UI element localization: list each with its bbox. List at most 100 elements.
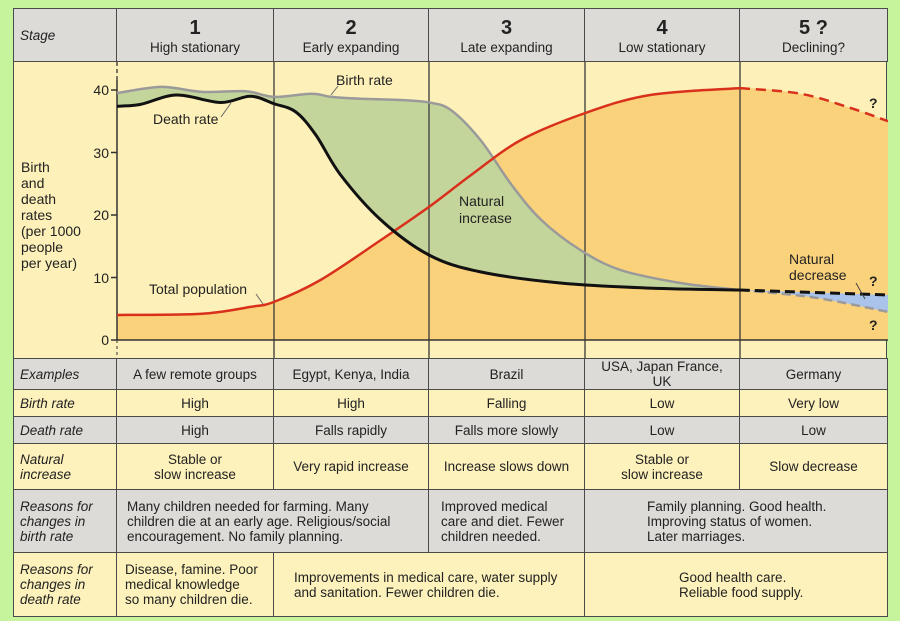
stage-name: Late expanding [460,39,553,55]
cell-line: Improving status of women. [647,513,813,529]
cell-line: Later marriages. [647,528,746,544]
y-axis [111,62,888,358]
cell-line: Many children needed for farming. Many [127,498,369,514]
ylabel-line: Birth [21,159,50,175]
cell-line: Good health care. [679,569,787,585]
label-line: Reasons for [20,498,93,514]
y-tick-label: 0 [101,332,109,348]
natural-increase-label: Natural [459,193,504,209]
y-tick-label: 20 [93,207,109,223]
table-cell: Stable or slow increase [584,443,740,490]
birth-rate-label: Birth rate [336,72,393,88]
table-cell: USA, Japan France, UK [584,358,740,390]
stage-4-header: 4 Low stationary [584,8,740,62]
row-label: Natural increase [13,443,117,490]
stage-5-header: 5 ? Declining? [739,8,888,62]
table-cell: A few remote groups [116,358,274,390]
ylabel-line: death [21,191,56,207]
label-line: Reasons for [20,562,93,577]
label-line: Natural [20,451,64,467]
table-cell: Falling [428,389,585,417]
cell-line: Disease, famine. Poor [125,562,258,577]
natural-decrease-area [740,290,888,312]
stage-2-header: 2 Early expanding [273,8,429,62]
cell-line: children die at an early age. Religious/… [127,513,391,529]
natural-decrease-label: Natural [789,251,834,267]
cell-line: Stable or [167,451,223,467]
row-label: Examples [13,358,117,390]
table-cell: Improvements in medical care, water supp… [273,552,585,617]
cell-line: and sanitation. Fewer children die. [294,584,500,600]
table-cell: Falls more slowly [428,416,585,444]
table-row-reasons-death: Reasons for changes in death rate Disease,… [13,552,888,617]
cell-line: slow increase [154,466,236,482]
table-cell: Family planning. Good health. Improving s… [584,489,888,553]
table-cell: Falls rapidly [273,416,429,444]
stage-label: Stage [13,8,117,62]
table-cell: Slow decrease [739,443,888,490]
cell-line: Improvements in medical care, water supp… [294,569,558,585]
cell-line: slow increase [621,466,703,482]
question-mark: ? [869,273,878,289]
row-label: Reasons for changes in birth rate [13,489,117,553]
stage-header: Stage 1 High stationary 2 Early expanding … [13,8,888,62]
cell-line: Family planning. Good health. [647,498,827,514]
table-cell: Low [584,389,740,417]
cell-line: encouragement. No family planning. [127,528,344,544]
stage-details-table: Examples A few remote groups Egypt, Keny… [13,358,888,617]
ylabel-line: people [21,239,63,255]
table-cell: Stable or slow increase [116,443,274,490]
table-cell: Disease, famine. Poor medical knowledge so… [116,552,274,617]
cell-line: Improved medical [441,498,548,514]
death-rate-line [116,93,741,292]
stage-3-header: 3 Late expanding [428,8,585,62]
ylabel-line: per year) [21,255,77,271]
cell-line: so many children die. [125,592,253,607]
table-cell: Low [739,416,888,444]
row-label: Birth rate [13,389,117,417]
table-row-natural-increase: Natural increase Stable or slow increase V… [13,443,888,490]
table-cell: Many children needed for farming. Many ch… [116,489,429,553]
natural-increase-label: increase [459,210,512,226]
stage-dividers [273,62,741,358]
table-cell: Good health care. Reliable food supply. [584,552,888,617]
label-line: increase [20,466,72,482]
label-line: death rate [20,592,81,607]
death-rate-projection [739,288,889,297]
population-line [116,86,741,317]
table-cell: Germany [739,358,888,390]
stage-name: Low stationary [618,39,706,55]
natural-decrease-label: decrease [789,267,847,283]
death-rate-label: Death rate [153,111,219,127]
cell-line: care and diet. Fewer [441,513,565,529]
table-cell: Very rapid increase [273,443,429,490]
table-cell: High [116,389,274,417]
table-row-reasons-birth: Reasons for changes in birth rate Many chi… [13,489,888,553]
stage-name: High stationary [149,39,241,55]
ylabel-line: (per 1000 [21,223,81,239]
stage-number: 4 [656,16,668,39]
cell-line: Reliable food supply. [679,584,804,600]
birth-rate-line [116,85,741,292]
table-cell: Low [584,416,740,444]
table-row-death-rate: Death rate High Falls rapidly Falls more… [13,416,888,444]
row-label: Reasons for changes in death rate [13,552,117,617]
ylabel-line: rates [21,207,52,223]
table-cell: Very low [739,389,888,417]
stage-name: Early expanding [302,39,400,55]
label-line: changes in [20,577,86,592]
row-label: Death rate [13,416,117,444]
table-cell: Improved medical care and diet. Fewer chil… [428,489,585,553]
stage-name: Declining? [781,39,846,55]
y-tick-label: 10 [93,270,109,286]
table-cell: Egypt, Kenya, India [273,358,429,390]
ylabel-line: and [21,175,44,191]
cell-line: children needed. [441,528,541,544]
natural-decrease-leader [855,282,866,300]
table-row-examples: Examples A few remote groups Egypt, Keny… [13,358,888,390]
total-population-label: Total population [149,281,247,297]
stage-number: 1 [189,16,201,39]
y-tick-labels: 0 10 20 30 40 [93,82,109,348]
question-mark: ? [869,317,878,333]
cell-line: Stable or [634,451,690,467]
